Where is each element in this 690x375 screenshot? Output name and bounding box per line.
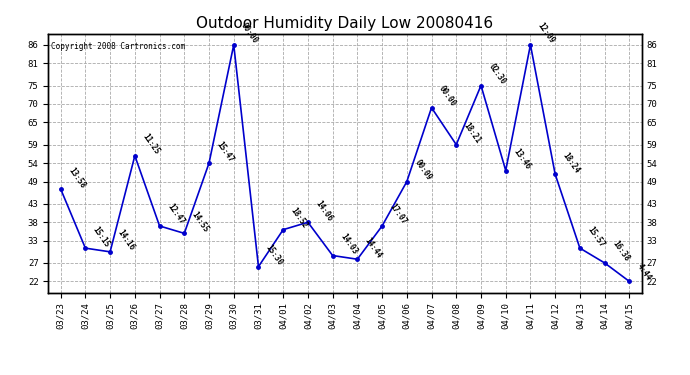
Text: 11:25: 11:25 — [140, 132, 161, 156]
Text: 15:57: 15:57 — [585, 225, 606, 249]
Text: 15:15: 15:15 — [91, 225, 112, 249]
Text: 14:44: 14:44 — [363, 236, 384, 260]
Text: 14:55: 14:55 — [190, 210, 210, 234]
Text: 13:46: 13:46 — [511, 147, 532, 171]
Text: 02:30: 02:30 — [486, 62, 507, 86]
Text: 18:24: 18:24 — [561, 151, 582, 175]
Text: 00:00: 00:00 — [437, 84, 457, 108]
Text: 15:47: 15:47 — [215, 140, 235, 164]
Text: 14:16: 14:16 — [116, 228, 137, 252]
Text: 17:07: 17:07 — [388, 202, 408, 226]
Text: Copyright 2008 Cartronics.com: Copyright 2008 Cartronics.com — [51, 42, 186, 51]
Text: 16:38: 16:38 — [610, 239, 631, 264]
Text: 18:52: 18:52 — [288, 206, 309, 230]
Text: 18:21: 18:21 — [462, 121, 482, 145]
Title: Outdoor Humidity Daily Low 20080416: Outdoor Humidity Daily Low 20080416 — [197, 16, 493, 31]
Text: 14:06: 14:06 — [313, 199, 334, 223]
Text: 00:00: 00:00 — [239, 21, 260, 45]
Text: 14:03: 14:03 — [338, 232, 359, 256]
Text: 00:09: 00:09 — [413, 158, 433, 182]
Text: 12:47: 12:47 — [165, 202, 186, 226]
Text: 4:44: 4:44 — [635, 262, 653, 282]
Text: 12:09: 12:09 — [536, 21, 557, 45]
Text: 13:58: 13:58 — [66, 165, 87, 190]
Text: 15:30: 15:30 — [264, 243, 285, 267]
